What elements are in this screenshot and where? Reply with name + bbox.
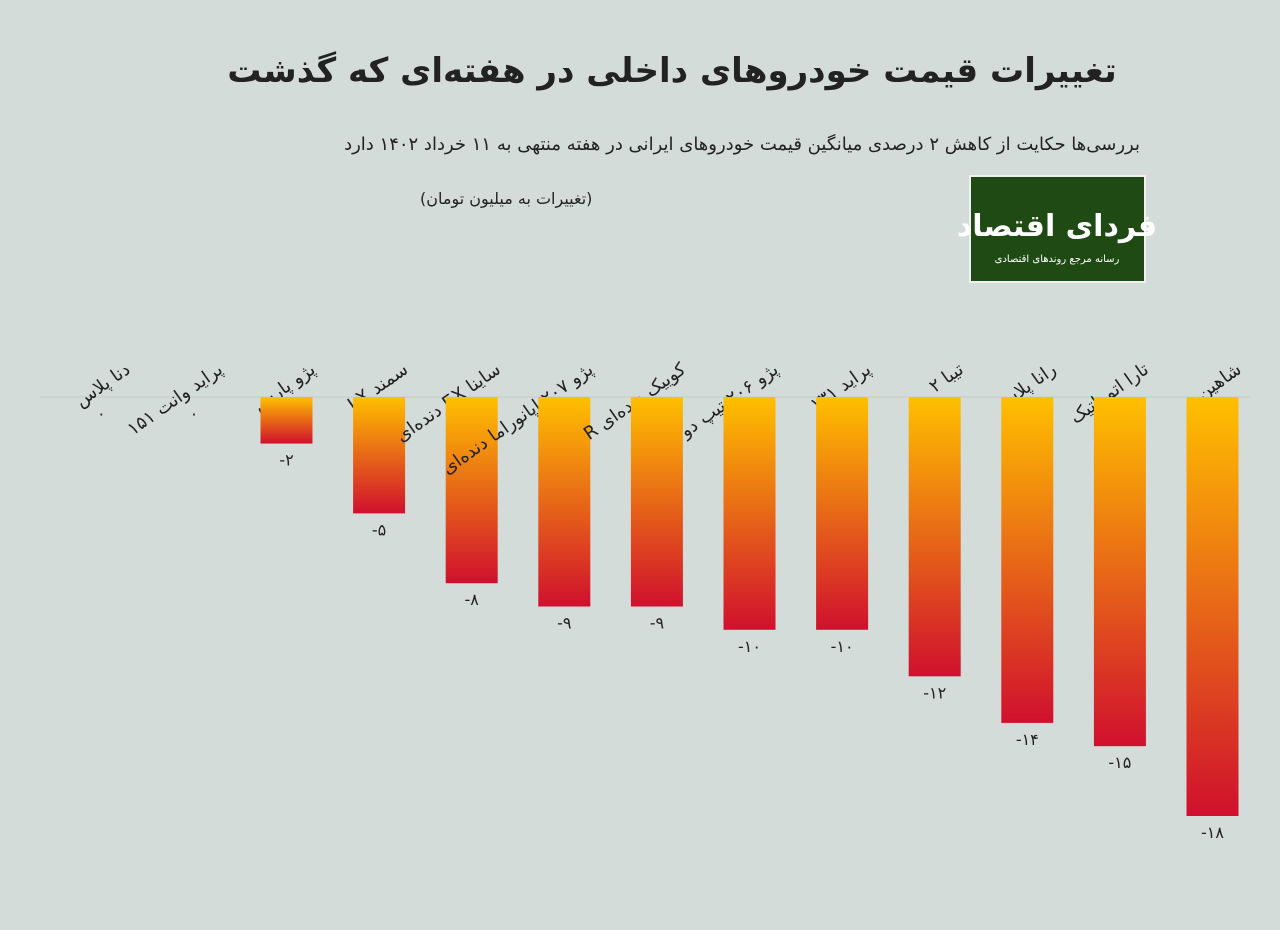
- value-label: ۰: [190, 404, 199, 423]
- bar: [816, 397, 869, 630]
- logo-tagline: رسانه مرجع روندهای اقتصادی: [995, 254, 1120, 265]
- value-label: -۹: [650, 614, 664, 633]
- unit-note: (تغییرات به میلیون تومان): [420, 189, 592, 209]
- value-label: ۰: [97, 404, 106, 423]
- bar: [538, 397, 591, 607]
- x-tick-label: پراید وانت ۱۵۱: [124, 359, 227, 440]
- bar: [1186, 397, 1239, 816]
- value-label: -۱۸: [1201, 823, 1224, 842]
- value-label: -۵: [372, 520, 386, 539]
- value-label: -۱۰: [831, 637, 854, 656]
- logo-box: [969, 175, 1146, 283]
- bar: [1093, 397, 1146, 747]
- x-tick-label: تیبا ۲: [925, 359, 967, 397]
- value-label: -۱۵: [1108, 753, 1131, 772]
- bar: [353, 397, 406, 514]
- value-label: -۱۴: [1016, 730, 1039, 749]
- bar: [723, 397, 776, 630]
- bar: [445, 397, 498, 584]
- value-label: -۲: [279, 451, 293, 470]
- bar: [908, 397, 961, 677]
- bar: [630, 397, 683, 607]
- chart-subtitle: بررسی‌ها حکایت از کاهش ۲ درصدی میانگین ق…: [344, 133, 1140, 155]
- logo-name: فردای اقتصاد: [957, 209, 1157, 244]
- value-label: -۸: [465, 590, 480, 609]
- chart-title: تغییرات قیمت خودروهای داخلی در هفته‌ای ک…: [227, 51, 1116, 91]
- bar: [1001, 397, 1054, 723]
- value-label: -۱۲: [923, 683, 946, 702]
- value-label: -۹: [557, 614, 571, 633]
- bar: [260, 397, 313, 444]
- value-label: -۱۰: [738, 637, 761, 656]
